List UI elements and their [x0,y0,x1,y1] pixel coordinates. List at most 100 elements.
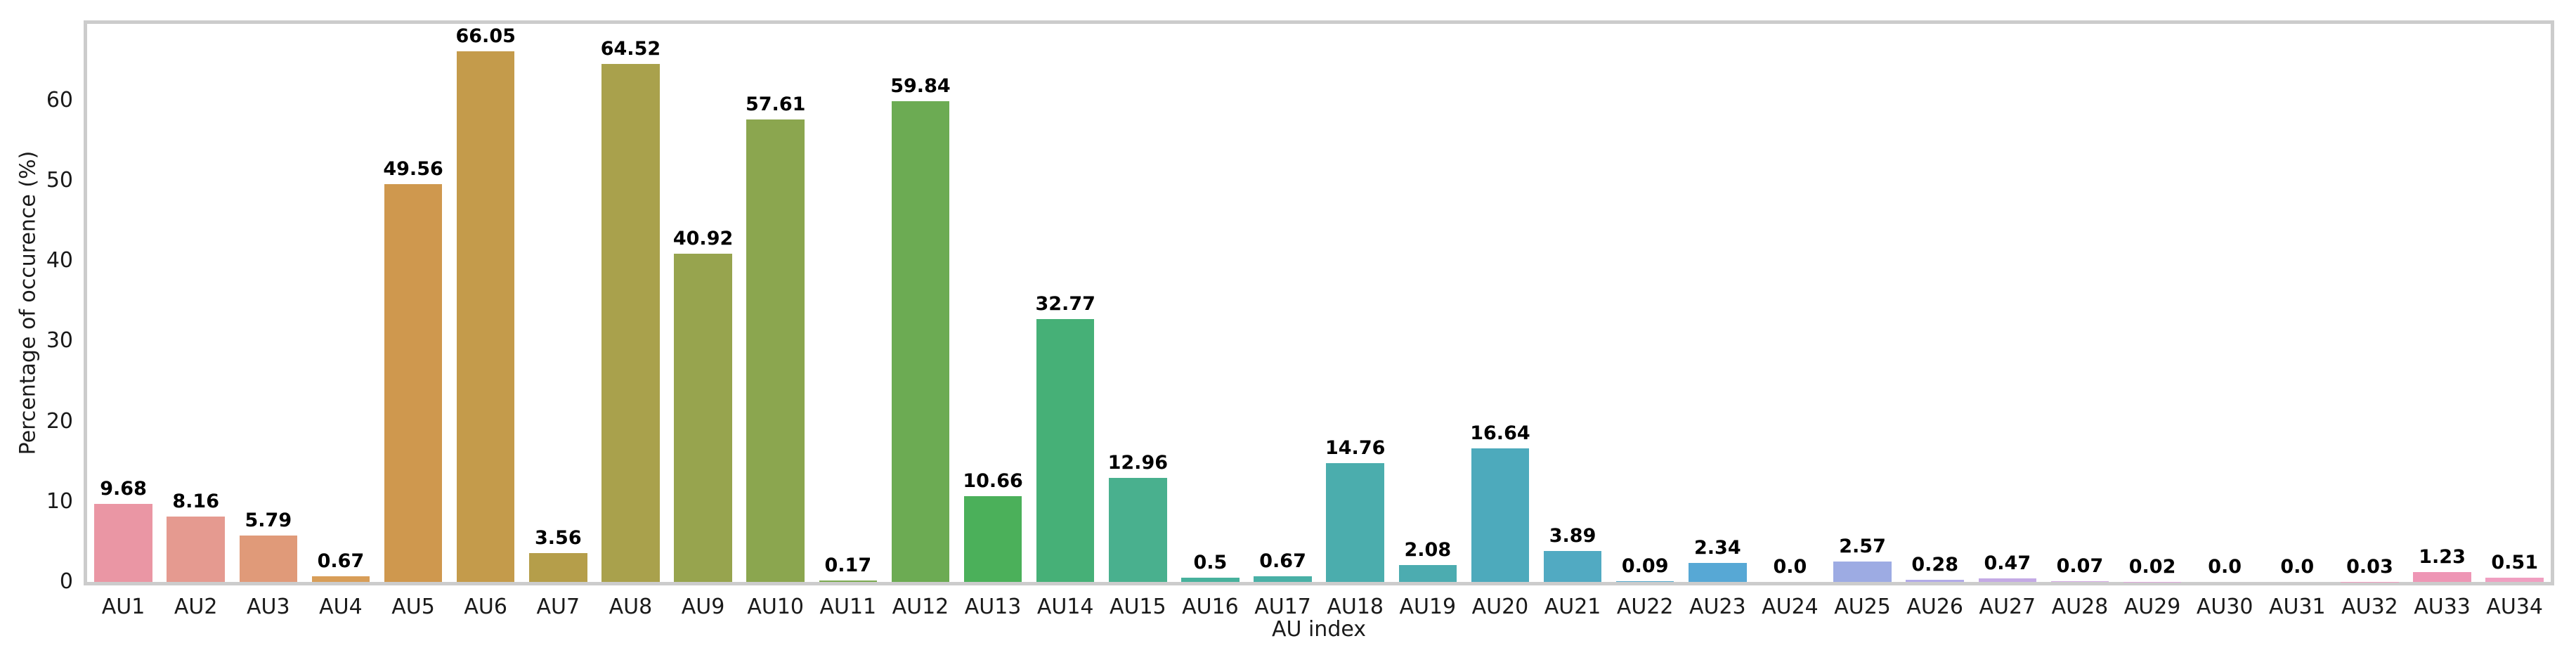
bar-au15 [1109,477,1167,582]
bar-au5 [384,183,443,582]
x-tick-label-au7: AU7 [536,595,580,619]
bar-value-label: 0.0 [1773,556,1807,578]
x-tick-label-au12: AU12 [892,595,949,619]
bar-au9 [674,253,732,582]
bar-au34 [2485,578,2544,582]
bar-slot-au9: 40.92 AU9 [667,24,739,619]
bar-slot-au8: 64.52 AU8 [594,24,667,619]
bar-slot-au19: 2.08 AU19 [1391,24,1464,619]
bar-au26 [1906,579,1964,582]
bar-slot-au13: 10.66 AU13 [957,24,1029,619]
x-tick-label-au32: AU32 [2341,595,2398,619]
x-tick-label-au15: AU15 [1109,595,1166,619]
x-tick-label-au10: AU10 [747,595,805,619]
bar-slot-au14: 32.77 AU14 [1029,24,1102,619]
bar-value-label: 0.0 [2208,556,2242,578]
x-tick-label-au31: AU31 [2268,595,2326,619]
bar-value-label: 0.5 [1193,552,1228,574]
bar-au16 [1181,578,1240,582]
y-axis-tick-labels: 0 10 20 30 40 50 60 [0,0,73,655]
bar-value-label: 0.02 [2128,555,2176,578]
bar-value-label: 10.66 [963,470,1023,493]
bar-slot-au32: 0.03 AU32 [2334,24,2406,619]
x-tick-label-au6: AU6 [464,595,507,619]
x-tick-label-au22: AU22 [1616,595,1674,619]
bar-slot-au6: 66.05 AU6 [450,24,522,619]
bar-slot-au30: 0.0 AU30 [2189,24,2261,619]
x-tick-label-au29: AU29 [2123,595,2181,619]
bar-value-label: 0.07 [2056,555,2104,578]
x-tick-label-au28: AU28 [2051,595,2109,619]
bar-slot-au10: 57.61 AU10 [739,24,812,619]
bar-slot-au28: 0.07 AU28 [2043,24,2116,619]
x-tick-label-au24: AU24 [1762,595,1819,619]
bar-value-label: 8.16 [172,490,219,512]
bar-value-label: 14.76 [1325,437,1386,460]
x-tick-label-au20: AU20 [1471,595,1529,619]
bar-au2 [167,516,225,582]
x-tick-label-au16: AU16 [1182,595,1239,619]
bar-slot-au34: 0.51 AU34 [2478,24,2551,619]
bar-au6 [456,51,515,582]
bar-au8 [601,63,660,582]
x-tick-label-au3: AU3 [247,595,290,619]
bar-value-label: 0.28 [1911,553,1958,576]
bar-slot-au29: 0.02 AU29 [2116,24,2189,619]
x-tick-label-au13: AU13 [964,595,1022,619]
bar-slot-au20: 16.64 AU20 [1464,24,1536,619]
bar-au13 [963,496,1022,582]
bar-slot-au4: 0.67 AU4 [304,24,377,619]
bar-slot-au31: 0.0 AU31 [2261,24,2334,619]
bar-au27 [1978,578,2037,582]
bars-container: 9.68 AU1 8.16 AU2 5.79 AU3 0.67 AU4 49.56 AU5 66.0… [87,24,2551,619]
bar-au18 [1326,463,1384,582]
x-tick-label-au25: AU25 [1834,595,1891,619]
x-tick-label-au1: AU1 [101,595,145,619]
x-tick-label-au21: AU21 [1544,595,1601,619]
bar-value-label: 1.23 [2419,545,2466,568]
bar-value-label: 66.05 [455,25,516,48]
bar-value-label: 32.77 [1035,292,1095,315]
bar-value-label: 3.56 [535,527,582,550]
bar-au20 [1471,448,1530,582]
bar-value-label: 3.89 [1549,524,1596,547]
y-tick-label: 50 [46,167,73,193]
bar-value-label: 0.17 [824,555,872,577]
bar-au14 [1036,318,1095,582]
x-tick-label-au14: AU14 [1036,595,1094,619]
bar-value-label: 16.64 [1470,422,1530,444]
bar-slot-au11: 0.17 AU11 [812,24,884,619]
bar-slot-au2: 8.16 AU2 [160,24,232,619]
bar-au17 [1254,576,1312,582]
bar-slot-au21: 3.89 AU21 [1537,24,1609,619]
bar-slot-au25: 2.57 AU25 [1826,24,1899,619]
x-tick-label-au19: AU19 [1399,595,1457,619]
bar-slot-au17: 0.67 AU17 [1247,24,1319,619]
x-tick-label-au9: AU9 [681,595,725,619]
bar-value-label: 2.57 [1839,535,1886,557]
bar-slot-au15: 12.96 AU15 [1102,24,1174,619]
bar-slot-au18: 14.76 AU18 [1319,24,1391,619]
x-tick-label-au4: AU4 [319,595,363,619]
x-tick-label-au2: AU2 [174,595,218,619]
bar-value-label: 2.34 [1694,537,1741,559]
y-tick-label: 60 [46,87,73,112]
bar-slot-au1: 9.68 AU1 [87,24,160,619]
bar-au28 [2050,581,2109,582]
bar-value-label: 5.79 [245,509,292,531]
bar-value-label: 0.03 [2346,555,2393,578]
bar-slot-au3: 5.79 AU3 [232,24,304,619]
bar-value-label: 12.96 [1107,451,1169,474]
bar-au3 [239,535,298,582]
bar-au33 [2413,571,2471,582]
bar-value-label: 0.09 [1621,555,1669,577]
bar-au23 [1689,563,1747,582]
bar-slot-au22: 0.09 AU22 [1609,24,1681,619]
bar-slot-au5: 49.56 AU5 [377,24,450,619]
bar-value-label: 40.92 [672,227,734,249]
bar-value-label: 0.67 [1259,550,1306,573]
x-tick-label-au5: AU5 [391,595,435,619]
bar-value-label: 49.56 [383,157,443,180]
x-tick-label-au18: AU18 [1327,595,1384,619]
